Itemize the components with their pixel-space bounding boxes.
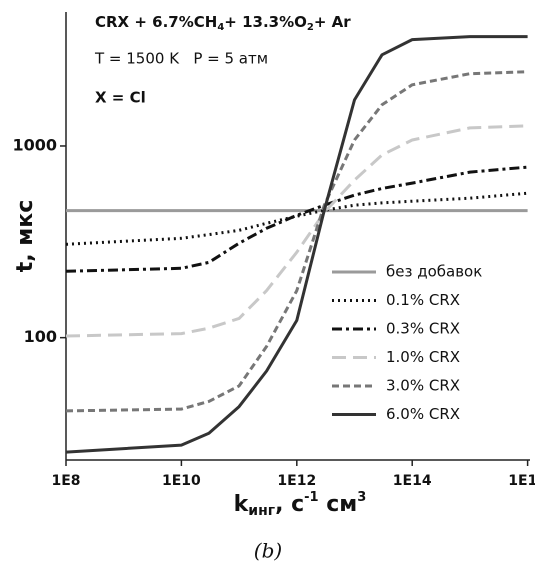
x-tick-label: 1E8 [51, 473, 80, 489]
subtitle: T = 1500 K P = 5 атм [94, 50, 268, 68]
legend-label: 1.0% CRX [386, 348, 460, 366]
chart-title: CRX + 6.7%CH4+ 13.3%O2+ Ar [95, 13, 351, 34]
legend-label: без добавок [386, 263, 482, 281]
series-line [65, 191, 528, 246]
annotation: X = Cl [95, 89, 146, 107]
y-tick-label: 100 [24, 327, 57, 346]
series-line [65, 35, 528, 454]
legend-label: 6.0% CRX [386, 405, 460, 423]
series-line [65, 124, 528, 338]
caption: (b) [254, 539, 282, 563]
x-tick-label: 1E12 [277, 473, 316, 489]
series-line [65, 165, 528, 273]
legend-label: 0.1% CRX [386, 291, 460, 309]
x-tick-label: 1E10 [162, 473, 201, 489]
y-tick-label: 1000 [12, 135, 57, 154]
x-tick-label: 1E16 [508, 473, 535, 489]
x-tick-label: 1E14 [393, 473, 432, 489]
y-axis-label: t, мкс [13, 200, 38, 273]
legend-label: 3.0% CRX [386, 377, 460, 395]
x-axis-label: kинг, с-1 см3 [234, 490, 367, 520]
legend-label: 0.3% CRX [386, 320, 460, 338]
series-line [65, 70, 528, 413]
